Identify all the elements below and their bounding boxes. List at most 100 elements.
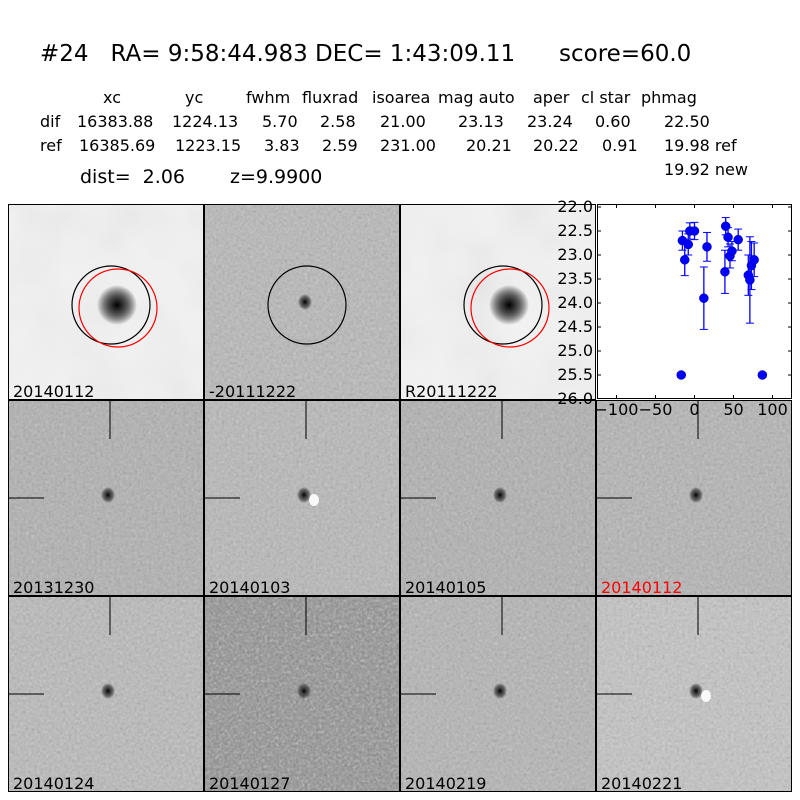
source-blob xyxy=(493,683,507,699)
y-tick-label: 24.5 xyxy=(557,317,593,336)
column-header: isoarea xyxy=(372,88,431,107)
y-tick-label: 22.0 xyxy=(557,197,593,216)
dist-value: dist= 2.06 xyxy=(80,166,185,188)
stamp-date-label: 20140112 xyxy=(601,578,683,596)
dif-value: 5.70 xyxy=(262,112,298,131)
y-tick-label: 23.0 xyxy=(557,245,593,264)
source-blob xyxy=(489,285,529,325)
column-header: fluxrad xyxy=(302,88,359,107)
dif-value: 22.50 xyxy=(664,112,710,131)
column-header: xc xyxy=(103,88,121,107)
dif-value: 21.00 xyxy=(380,112,426,131)
stamp-date-label: R20111222 xyxy=(405,382,498,400)
image-stamp-stamp: 20140221 xyxy=(596,596,792,792)
source-blob xyxy=(97,285,137,325)
row-label: ref xyxy=(40,136,62,155)
source-blob xyxy=(297,683,311,699)
y-tick-label: 24.0 xyxy=(557,293,593,312)
aperture-circle-black xyxy=(267,265,347,345)
image-stamp-stamp: 20140105 xyxy=(400,400,596,596)
data-point xyxy=(733,234,743,245)
source-blob xyxy=(298,294,312,310)
image-stamp-diff: -20111222 xyxy=(204,204,400,400)
column-header: phmag xyxy=(641,88,697,107)
ref-value: 231.00 xyxy=(380,136,436,155)
y-tick-label: 22.5 xyxy=(557,221,593,240)
data-point xyxy=(749,255,759,265)
column-header: fwhm xyxy=(246,88,291,107)
data-point xyxy=(676,370,686,380)
aperture-circle-black xyxy=(71,265,151,345)
x-tick-label: −50 xyxy=(638,400,673,419)
x-tick-label: 100 xyxy=(757,400,788,419)
aperture-circle-red xyxy=(470,268,550,348)
y-tick-label: 26.0 xyxy=(557,389,593,408)
candidate-title: #24 RA= 9:58:44.983 DEC= 1:43:09.11 scor… xyxy=(40,41,692,67)
image-stamp-new: 20140112 xyxy=(8,204,204,400)
new-phmag: 19.92 new xyxy=(664,160,748,179)
image-stamp-ref: R20111222 xyxy=(400,204,596,400)
plot-area xyxy=(597,204,792,399)
light-curve-plot: 22.0 22.5 23.0 23.5 24.0 24.5 25.0 25.5 26.0 −100… xyxy=(557,197,792,419)
ref-value: 19.98 ref xyxy=(664,136,737,155)
dif-value: 16383.88 xyxy=(77,112,154,131)
stamp-date-label: 20140219 xyxy=(405,774,487,792)
image-stamp-stamp: 20140112 xyxy=(596,400,792,596)
ref-value: 3.83 xyxy=(264,136,300,155)
ref-value: 16385.69 xyxy=(79,136,156,155)
dif-value: 1224.13 xyxy=(172,112,239,131)
source-blob xyxy=(101,683,115,699)
image-stamp-stamp: 20140103 xyxy=(204,400,400,596)
y-tick-label: 25.0 xyxy=(557,341,593,360)
data-point xyxy=(702,242,712,252)
column-header: aper xyxy=(533,88,570,107)
image-stamp-stamp: 20140127 xyxy=(204,596,400,792)
source-blob xyxy=(101,487,115,503)
dif-value: 2.58 xyxy=(320,112,356,131)
data-point xyxy=(757,370,768,380)
data-point xyxy=(745,275,755,285)
stamp-date-label: 20131230 xyxy=(13,578,95,596)
data-point xyxy=(699,293,709,303)
y-tick-label: 25.5 xyxy=(557,365,593,384)
data-point xyxy=(720,267,730,277)
dif-value: 23.24 xyxy=(527,112,573,131)
column-header: yc xyxy=(185,88,204,107)
dif-value: 0.60 xyxy=(595,112,631,131)
residual-blob xyxy=(309,494,319,506)
stamp-date-label: 20140221 xyxy=(601,774,683,792)
data-point xyxy=(723,232,733,242)
ref-value: 2.59 xyxy=(322,136,358,155)
residual-blob xyxy=(701,690,711,702)
z-value: z=9.9900 xyxy=(230,166,323,188)
source-blob xyxy=(297,487,311,503)
data-point xyxy=(720,221,731,231)
x-tick-label: 50 xyxy=(723,400,744,419)
image-stamp-stamp: 20140219 xyxy=(400,596,596,792)
source-blob xyxy=(689,683,703,699)
stamp-date-label: 20140112 xyxy=(13,382,95,400)
stamp-date-label: 20140127 xyxy=(209,774,291,792)
image-stamp-stamp: 20140124 xyxy=(8,596,204,792)
aperture-circle-red xyxy=(78,268,158,348)
image-stamp-stamp: 20131230 xyxy=(8,400,204,596)
row-label: dif xyxy=(40,112,61,131)
ref-value: 20.22 xyxy=(533,136,579,155)
ref-value: 20.21 xyxy=(466,136,512,155)
stamp-date-label: 20140124 xyxy=(13,774,95,792)
data-point xyxy=(680,255,690,265)
data-point xyxy=(689,226,700,236)
data-point xyxy=(727,246,737,256)
data-point xyxy=(683,239,694,250)
stamp-date-label: 20140103 xyxy=(209,578,291,596)
ref-value: 1223.15 xyxy=(175,136,242,155)
x-tick-label: −100 xyxy=(594,400,639,419)
ref-value: 0.91 xyxy=(602,136,638,155)
y-tick-label: 23.5 xyxy=(557,269,593,288)
x-tick-label: 0 xyxy=(689,400,700,419)
column-header: cl star xyxy=(581,88,631,107)
source-blob xyxy=(493,487,507,503)
source-blob xyxy=(689,487,703,503)
dif-value: 23.13 xyxy=(458,112,504,131)
